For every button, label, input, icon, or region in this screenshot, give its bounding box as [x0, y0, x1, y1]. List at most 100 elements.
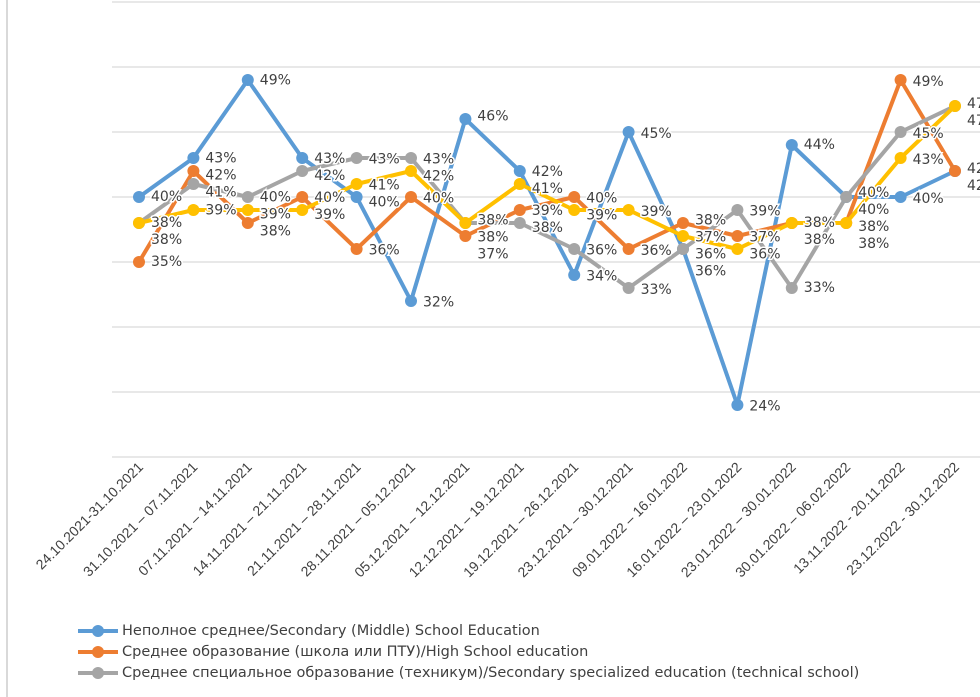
- data-label: 47%: [967, 96, 980, 112]
- data-label: 43%: [913, 152, 944, 168]
- data-label: 43%: [369, 152, 400, 168]
- data-label: 40%: [858, 185, 889, 201]
- data-point: [894, 191, 907, 203]
- legend-item-middle-school: Неполное среднее/Secondary (Middle) Scho…: [78, 620, 859, 641]
- data-label: 36%: [695, 246, 726, 262]
- data-label: 42%: [314, 168, 345, 184]
- data-label: 49%: [913, 74, 944, 90]
- data-point: [405, 295, 417, 307]
- data-point: [459, 230, 472, 242]
- data-label: 36%: [695, 263, 726, 279]
- data-point: [622, 204, 635, 216]
- data-label: 39%: [532, 203, 563, 219]
- data-label: 40%: [858, 202, 889, 218]
- data-label: 42%: [532, 164, 563, 180]
- data-label: 38%: [151, 215, 182, 231]
- data-label: 40%: [913, 191, 944, 207]
- data-label: 38%: [477, 229, 508, 245]
- data-label: 40%: [151, 189, 182, 205]
- data-point: [241, 191, 254, 203]
- data-point: [785, 217, 798, 229]
- data-label: 43%: [423, 152, 454, 168]
- data-label: 33%: [641, 282, 672, 298]
- data-label: 37%: [695, 229, 726, 245]
- data-point: [405, 165, 417, 177]
- data-label: 40%: [369, 195, 400, 211]
- data-point: [785, 282, 798, 294]
- data-label: 39%: [586, 208, 617, 224]
- data-label: 41%: [369, 178, 400, 194]
- data-label: 47%: [967, 113, 980, 129]
- data-label: 33%: [804, 280, 835, 296]
- data-point: [894, 152, 907, 164]
- data-label: 24%: [749, 399, 780, 415]
- data-label: 43%: [205, 151, 236, 167]
- data-label: 42%: [423, 169, 454, 185]
- data-label: 38%: [858, 236, 889, 252]
- data-label: 41%: [205, 185, 236, 201]
- data-point: [731, 204, 744, 216]
- data-label: 42%: [967, 161, 980, 177]
- data-point: [350, 178, 363, 190]
- data-point: [677, 230, 689, 242]
- data-label: 39%: [205, 203, 236, 219]
- data-label: 43%: [314, 151, 345, 167]
- data-point: [296, 191, 309, 203]
- data-point: [568, 269, 581, 281]
- legend-item-high-school: Среднее образование (школа или ПТУ)/High…: [78, 641, 859, 662]
- data-point: [405, 152, 417, 164]
- data-point: [513, 217, 526, 229]
- data-point: [187, 165, 200, 177]
- data-point: [840, 191, 853, 203]
- data-label: 44%: [804, 137, 835, 153]
- data-label: 39%: [749, 204, 780, 220]
- data-point: [731, 243, 744, 255]
- data-point: [677, 217, 689, 229]
- data-label: 35%: [151, 254, 182, 270]
- data-point: [459, 113, 472, 125]
- data-point: [187, 204, 200, 216]
- data-label: 46%: [477, 108, 508, 124]
- data-point: [894, 74, 907, 86]
- legend-label: Среднее образование (школа или ПТУ)/High…: [122, 643, 589, 660]
- data-point: [622, 126, 635, 138]
- data-point: [187, 152, 200, 164]
- data-point: [459, 217, 472, 229]
- data-label: 45%: [913, 126, 944, 142]
- data-label: 39%: [641, 204, 672, 220]
- data-label: 40%: [314, 190, 345, 206]
- data-label: 42%: [205, 168, 236, 184]
- data-point: [513, 178, 526, 190]
- data-label: 38%: [804, 215, 835, 231]
- data-label: 39%: [260, 207, 291, 223]
- data-point: [241, 204, 254, 216]
- data-point: [568, 243, 581, 255]
- data-point: [133, 256, 145, 268]
- data-point: [296, 152, 309, 164]
- data-point: [350, 191, 363, 203]
- legend-item-technical-school: Среднее специальное образование (технику…: [78, 662, 859, 683]
- x-tick-label: 24.10.2021-31.10.2021: [32, 459, 146, 573]
- legend-marker-blue: [78, 624, 118, 638]
- data-label: 36%: [641, 243, 672, 259]
- data-label: 36%: [369, 243, 400, 259]
- data-label: 40%: [423, 191, 454, 207]
- data-point: [133, 217, 145, 229]
- data-point: [731, 230, 744, 242]
- data-label: 49%: [260, 73, 291, 89]
- data-point: [894, 126, 907, 138]
- data-point: [513, 165, 526, 177]
- data-point: [731, 399, 744, 411]
- data-label: 38%: [695, 212, 726, 228]
- data-point: [350, 152, 363, 164]
- chart-frame: [6, 0, 980, 697]
- data-label: 38%: [477, 212, 508, 228]
- data-label: 40%: [260, 190, 291, 206]
- data-point: [187, 178, 200, 190]
- data-point: [949, 100, 961, 112]
- data-point: [568, 191, 581, 203]
- data-label: 40%: [586, 191, 617, 207]
- data-point: [405, 191, 417, 203]
- data-label: 37%: [477, 246, 508, 262]
